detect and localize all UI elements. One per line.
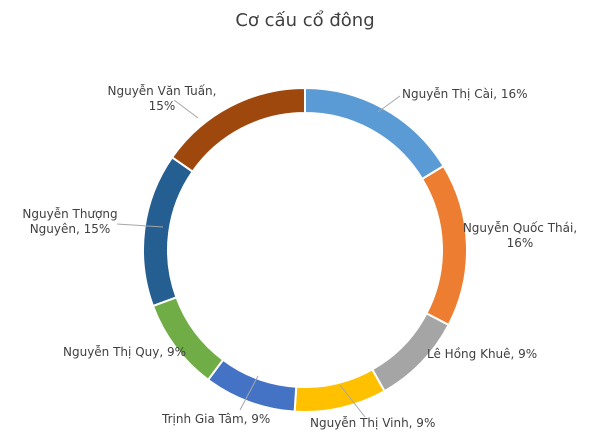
- data-label-line: 15%: [149, 99, 176, 113]
- data-label-line: Lê Hồng Khuê, 9%: [427, 347, 537, 361]
- slice-8: [170, 86, 306, 174]
- data-label-line: Nguyễn Thượng: [22, 207, 117, 221]
- data-label-line: 16%: [507, 236, 534, 250]
- slices-group: [142, 86, 468, 413]
- data-label-line: Nguyễn Thị Quy, 9%: [63, 345, 186, 359]
- data-label-2: Nguyễn Quốc Thái, 16%: [463, 221, 577, 250]
- data-label-4: Nguyễn Thị Vinh, 9%: [310, 416, 435, 430]
- leader-line-8: [173, 99, 199, 119]
- data-label-3: Lê Hồng Khuê, 9%: [427, 347, 537, 361]
- data-label-line: Nguyễn Thị Cài, 16%: [402, 87, 528, 101]
- slice-6: [151, 296, 225, 382]
- data-label-line: Nguyễn Thị Vinh, 9%: [310, 416, 435, 430]
- data-label-line: Trịnh Gia Tâm, 9%: [161, 412, 270, 426]
- slice-2: [420, 164, 468, 327]
- data-label-1: Nguyễn Thị Cài, 16%: [402, 87, 528, 101]
- leader-line-7: [116, 223, 164, 228]
- leader-line-5: [239, 375, 259, 411]
- data-label-line: Nguyễn Quốc Thái,: [463, 221, 577, 235]
- leader-lines-group: [116, 95, 401, 418]
- data-label-line: Nguyên, 15%: [30, 222, 111, 236]
- chart-title: Cơ cấu cổ đông: [235, 10, 375, 31]
- slice-5: [206, 358, 298, 413]
- slice-4: [293, 368, 386, 413]
- leader-line-1: [377, 95, 401, 113]
- data-label-line: Nguyễn Văn Tuấn,: [108, 84, 217, 98]
- slice-7: [142, 155, 195, 308]
- data-label-7: Nguyễn Thượng Nguyên, 15%: [22, 207, 117, 236]
- labels-group: Nguyễn Thị Cài, 16% Nguyễn Quốc Thái, 16% L…: [22, 84, 577, 430]
- leader-line-4: [339, 384, 366, 418]
- data-label-8: Nguyễn Văn Tuấn, 15%: [108, 84, 217, 113]
- data-label-5: Trịnh Gia Tâm, 9%: [161, 412, 270, 426]
- slice-1: [304, 86, 445, 181]
- data-label-6: Nguyễn Thị Quy, 9%: [63, 345, 186, 359]
